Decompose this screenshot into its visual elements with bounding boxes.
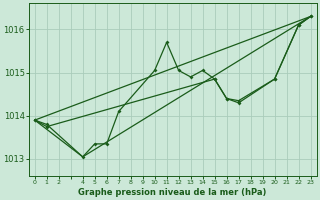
X-axis label: Graphe pression niveau de la mer (hPa): Graphe pression niveau de la mer (hPa): [78, 188, 267, 197]
